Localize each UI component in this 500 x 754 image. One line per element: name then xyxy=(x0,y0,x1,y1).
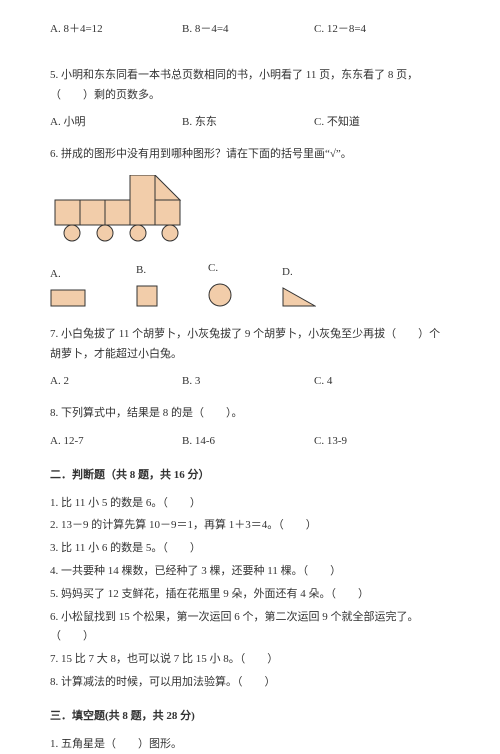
j-item-8: 8. 计算减法的时候，可以用加法验算。（ ） xyxy=(50,673,450,693)
square-icon xyxy=(136,285,158,307)
j-item-3: 3. 比 11 小 6 的数是 5。（ ） xyxy=(50,539,450,559)
section3-title: 三．填空题(共 8 题，共 28 分) xyxy=(50,707,450,727)
q6-text: 6. 拼成的图形中没有用到哪种图形？请在下面的括号里画“√”。 xyxy=(50,145,450,165)
q7-options: A. 2 B. 3 C. 4 xyxy=(50,372,450,392)
j-item-6: 6. 小松鼠找到 15 个松果，第一次运回 6 个，第二次运回 9 个就全部运完… xyxy=(50,608,450,648)
j-item-2: 2. 13－9 的计算先算 10－9＝1，再算 1＋3＝4。（ ） xyxy=(50,516,450,536)
q5-opt-c: C. 不知道 xyxy=(314,113,450,133)
q8-options: A. 12-7 B. 14-6 C. 13-9 xyxy=(50,432,450,452)
q7-opt-b: B. 3 xyxy=(182,372,314,392)
q8-opt-b: B. 14-6 xyxy=(182,432,314,452)
rectangle-icon xyxy=(50,289,86,307)
q4-opt-a: A. 8＋4=12 xyxy=(50,20,182,40)
triangle-icon xyxy=(282,287,316,307)
j-item-1: 1. 比 11 小 5 的数是 6。（ ） xyxy=(50,494,450,514)
judgment-list: 1. 比 11 小 5 的数是 6。（ ） 2. 13－9 的计算先算 10－9… xyxy=(50,494,450,693)
section2-title: 二．判断题（共 8 题，共 16 分） xyxy=(50,466,450,486)
q6-opt-c: C. xyxy=(208,259,232,307)
q7-opt-a: A. 2 xyxy=(50,372,182,392)
circle-icon xyxy=(208,283,232,307)
q4-opt-c: C. 12－8=4 xyxy=(314,20,450,40)
q6-opt-d: D. xyxy=(282,263,316,307)
j-item-5: 5. 妈妈买了 12 支鲜花，插在花瓶里 9 朵，外面还有 4 朵。（ ） xyxy=(50,585,450,605)
q5-opt-a: A. 小明 xyxy=(50,113,182,133)
cart-figure xyxy=(50,175,450,245)
q7-text: 7. 小白兔拔了 11 个胡萝卜，小灰兔拔了 9 个胡萝卜，小灰兔至少再拔（ ）… xyxy=(50,325,450,365)
q4-options: A. 8＋4=12 B. 8－4=4 C. 12－8=4 xyxy=(50,20,450,40)
fill-q1: 1. 五角星是（ ）图形。 xyxy=(50,735,450,754)
j-item-4: 4. 一共要种 14 棵数，已经种了 3 棵，还要种 11 棵。（ ） xyxy=(50,562,450,582)
q8-opt-c: C. 13-9 xyxy=(314,432,450,452)
q4-opt-b: B. 8－4=4 xyxy=(182,20,314,40)
q5-opt-b: B. 东东 xyxy=(182,113,314,133)
q8-text: 8. 下列算式中，结果是 8 的是（ ）。 xyxy=(50,404,450,424)
q8-opt-a: A. 12-7 xyxy=(50,432,182,452)
j-item-7: 7. 15 比 7 大 8，也可以说 7 比 15 小 8。（ ） xyxy=(50,650,450,670)
q6-opt-b: B. xyxy=(136,261,158,307)
q6-opt-a: A. xyxy=(50,265,86,307)
q6-options: A. B. C. D. xyxy=(50,259,450,307)
q5-text: 5. 小明和东东同看一本书总页数相同的书，小明看了 11 页，东东看了 8 页，… xyxy=(50,66,450,106)
q7-opt-c: C. 4 xyxy=(314,372,450,392)
q5-options: A. 小明 B. 东东 C. 不知道 xyxy=(50,113,450,133)
